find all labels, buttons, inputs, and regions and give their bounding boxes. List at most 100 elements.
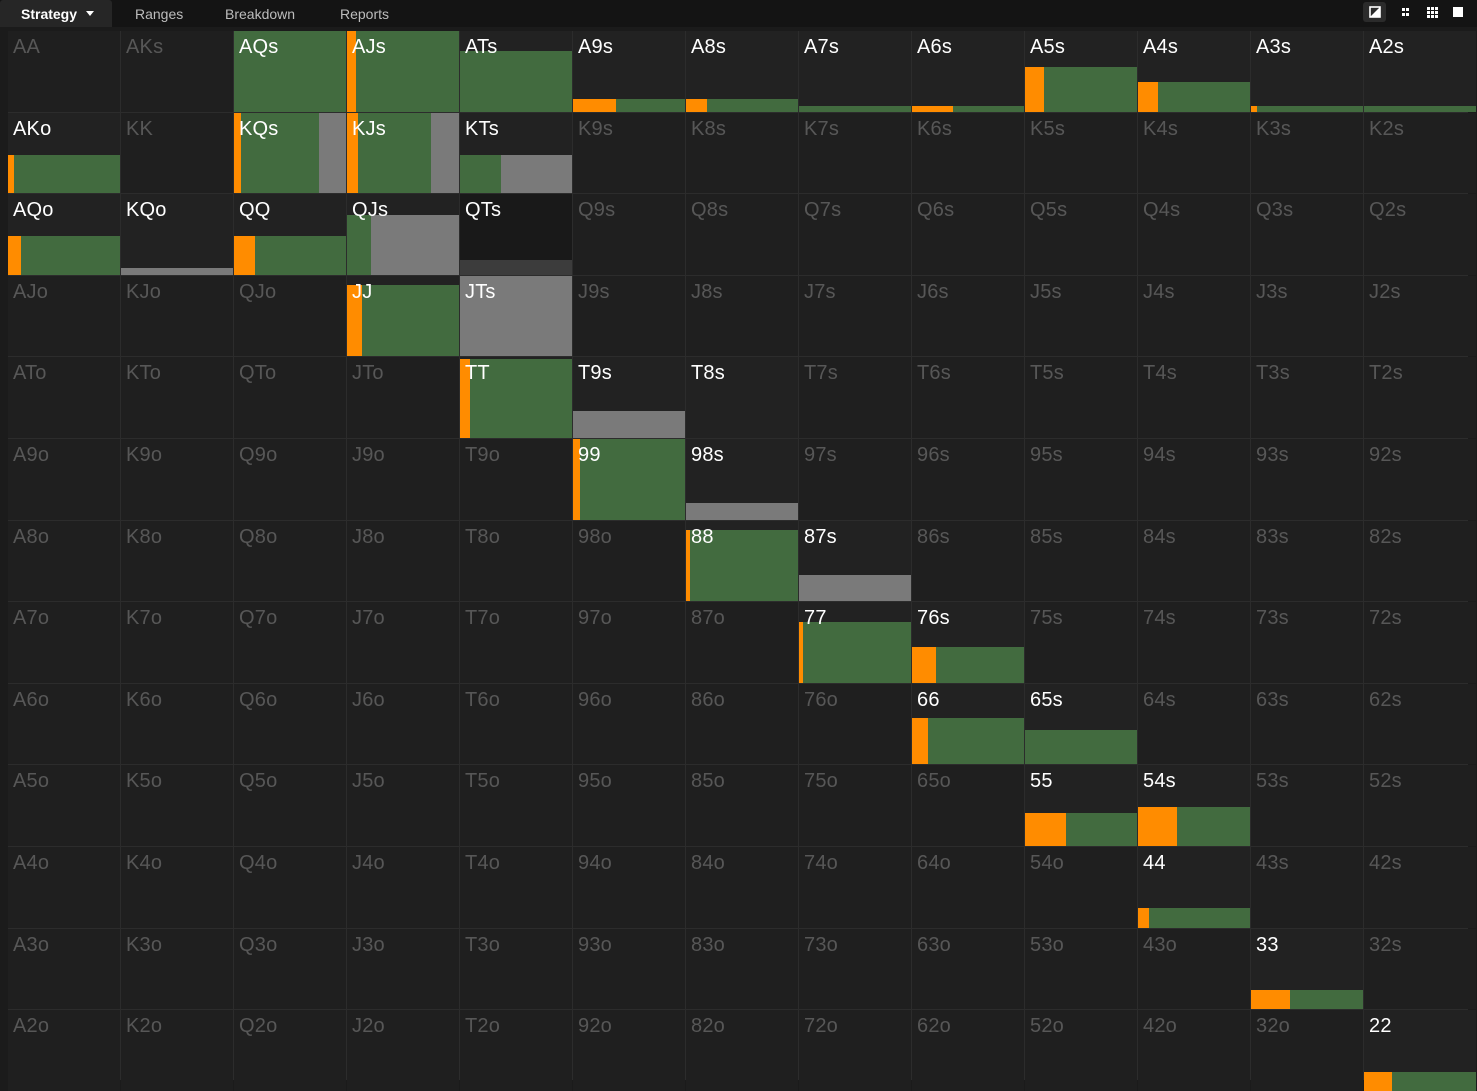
hand-cell[interactable]: A2s: [1364, 31, 1476, 112]
hand-cell[interactable]: JJ: [347, 276, 459, 356]
hand-cell[interactable]: ATs: [460, 31, 572, 112]
hand-cell[interactable]: J8o: [347, 521, 459, 601]
hand-cell[interactable]: 77: [799, 602, 911, 683]
hand-cell[interactable]: KJs: [347, 113, 459, 193]
hand-cell[interactable]: 65o: [912, 765, 1024, 846]
hand-cell[interactable]: A4s: [1138, 31, 1250, 112]
hand-cell[interactable]: J4o: [347, 847, 459, 928]
hand-cell[interactable]: KQs: [234, 113, 346, 193]
hand-cell[interactable]: QJo: [234, 276, 346, 356]
hand-cell[interactable]: AA: [8, 31, 120, 112]
hand-cell[interactable]: 86s: [912, 521, 1024, 601]
hand-cell[interactable]: A3o: [8, 929, 120, 1009]
hand-cell[interactable]: A3s: [1251, 31, 1363, 112]
hand-cell[interactable]: 64s: [1138, 684, 1250, 764]
hand-cell[interactable]: Q5o: [234, 765, 346, 846]
hand-cell[interactable]: 43o: [1138, 929, 1250, 1009]
hand-cell[interactable]: J5o: [347, 765, 459, 846]
hand-cell[interactable]: K8s: [686, 113, 798, 193]
hand-cell[interactable]: 76o: [799, 684, 911, 764]
hand-cell[interactable]: 98o: [573, 521, 685, 601]
hand-cell[interactable]: AJs: [347, 31, 459, 112]
hand-cell[interactable]: AKs: [121, 31, 233, 112]
hand-cell[interactable]: J9o: [347, 439, 459, 520]
hand-cell[interactable]: 73o: [799, 929, 911, 1009]
hand-cell[interactable]: K5o: [121, 765, 233, 846]
hand-cell[interactable]: 74o: [799, 847, 911, 928]
hand-cell[interactable]: A8o: [8, 521, 120, 601]
hand-cell[interactable]: 85o: [686, 765, 798, 846]
hand-cell[interactable]: 66: [912, 684, 1024, 764]
hand-cell[interactable]: A5s: [1025, 31, 1137, 112]
hand-cell[interactable]: 74s: [1138, 602, 1250, 683]
hand-cell[interactable]: J7s: [799, 276, 911, 356]
hand-cell[interactable]: T5s: [1025, 357, 1137, 438]
view-mode-compact-button[interactable]: [1394, 2, 1417, 22]
hand-cell[interactable]: 95s: [1025, 439, 1137, 520]
hand-cell[interactable]: T2s: [1364, 357, 1476, 438]
hand-cell[interactable]: A6s: [912, 31, 1024, 112]
hand-cell[interactable]: 86o: [686, 684, 798, 764]
hand-cell[interactable]: A5o: [8, 765, 120, 846]
hand-cell[interactable]: 44: [1138, 847, 1250, 928]
hand-cell[interactable]: 52o: [1025, 1010, 1137, 1091]
tab-breakdown[interactable]: Breakdown: [225, 6, 296, 22]
hand-cell[interactable]: 87o: [686, 602, 798, 683]
hand-cell[interactable]: A9o: [8, 439, 120, 520]
view-mode-contrast-button[interactable]: [1363, 2, 1386, 22]
hand-cell[interactable]: 82o: [686, 1010, 798, 1091]
hand-cell[interactable]: J3o: [347, 929, 459, 1009]
hand-cell[interactable]: 95o: [573, 765, 685, 846]
hand-cell[interactable]: K9o: [121, 439, 233, 520]
hand-cell[interactable]: AJo: [8, 276, 120, 356]
hand-cell[interactable]: Q3s: [1251, 194, 1363, 275]
hand-cell[interactable]: A2o: [8, 1010, 120, 1091]
hand-cell[interactable]: T6o: [460, 684, 572, 764]
chevron-down-icon[interactable]: [86, 11, 95, 17]
hand-cell[interactable]: Q7s: [799, 194, 911, 275]
hand-cell[interactable]: 62s: [1364, 684, 1476, 764]
hand-cell[interactable]: 96o: [573, 684, 685, 764]
hand-cell[interactable]: K7s: [799, 113, 911, 193]
hand-cell[interactable]: 87s: [799, 521, 911, 601]
hand-cell[interactable]: KTo: [121, 357, 233, 438]
hand-cell[interactable]: Q6s: [912, 194, 1024, 275]
hand-cell[interactable]: Q7o: [234, 602, 346, 683]
hand-cell[interactable]: 54s: [1138, 765, 1250, 846]
hand-cell[interactable]: 96s: [912, 439, 1024, 520]
hand-cell[interactable]: K4o: [121, 847, 233, 928]
hand-cell[interactable]: A9s: [573, 31, 685, 112]
hand-cell[interactable]: K6o: [121, 684, 233, 764]
hand-cell[interactable]: T8o: [460, 521, 572, 601]
hand-cell[interactable]: 84s: [1138, 521, 1250, 601]
hand-cell[interactable]: AKo: [8, 113, 120, 193]
hand-cell[interactable]: 99: [573, 439, 685, 520]
hand-cell[interactable]: 88: [686, 521, 798, 601]
hand-cell[interactable]: A7o: [8, 602, 120, 683]
hand-cell[interactable]: 32s: [1364, 929, 1476, 1009]
hand-cell[interactable]: 55: [1025, 765, 1137, 846]
hand-cell[interactable]: 65s: [1025, 684, 1137, 764]
hand-cell[interactable]: J2s: [1364, 276, 1476, 356]
hand-cell[interactable]: K3s: [1251, 113, 1363, 193]
hand-cell[interactable]: QQ: [234, 194, 346, 275]
hand-cell[interactable]: T4s: [1138, 357, 1250, 438]
hand-cell[interactable]: K8o: [121, 521, 233, 601]
hand-cell[interactable]: 97s: [799, 439, 911, 520]
hand-cell[interactable]: 33: [1251, 929, 1363, 1009]
hand-cell[interactable]: T3o: [460, 929, 572, 1009]
hand-cell[interactable]: T7o: [460, 602, 572, 683]
hand-cell[interactable]: K5s: [1025, 113, 1137, 193]
hand-cell[interactable]: K3o: [121, 929, 233, 1009]
hand-cell[interactable]: K2s: [1364, 113, 1476, 193]
hand-cell[interactable]: 63s: [1251, 684, 1363, 764]
hand-cell[interactable]: 84o: [686, 847, 798, 928]
hand-cell[interactable]: T7s: [799, 357, 911, 438]
hand-cell[interactable]: Q4s: [1138, 194, 1250, 275]
hand-cell[interactable]: T8s: [686, 357, 798, 438]
hand-cell[interactable]: 53o: [1025, 929, 1137, 1009]
hand-cell[interactable]: 63o: [912, 929, 1024, 1009]
hand-cell[interactable]: 42s: [1364, 847, 1476, 928]
hand-cell[interactable]: JTs: [460, 276, 572, 356]
hand-cell[interactable]: 64o: [912, 847, 1024, 928]
